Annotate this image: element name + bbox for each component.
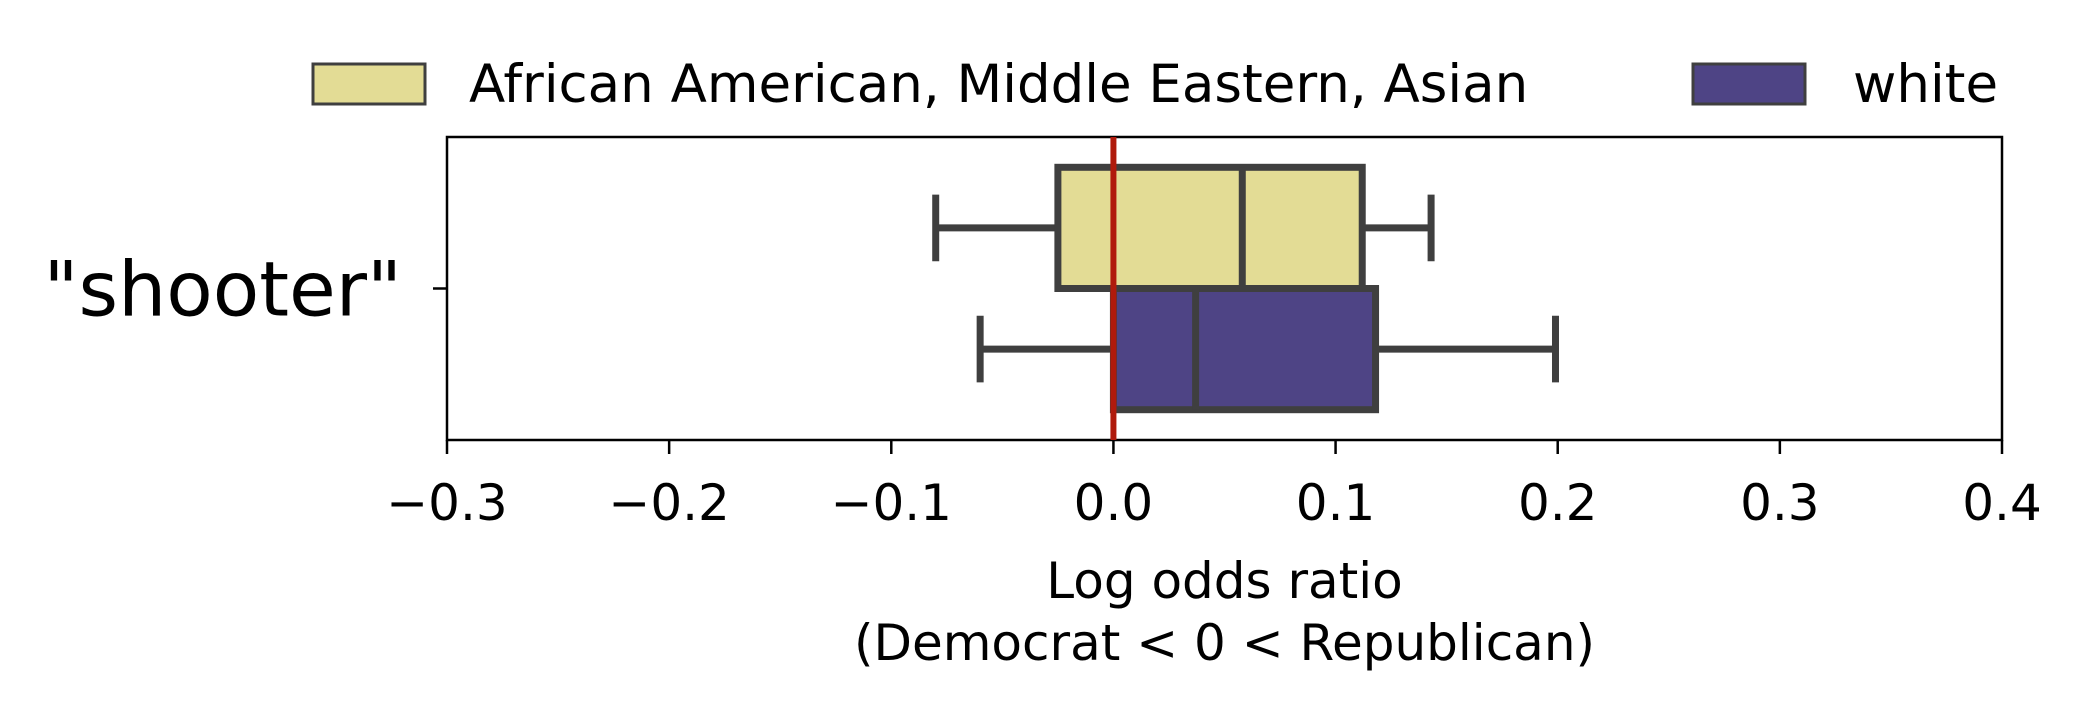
x-tick-label: 0.4 [1962,474,2042,532]
x-tick-label: −0.2 [608,474,729,532]
boxes [932,163,1559,414]
x-tick-label: −0.1 [831,474,952,532]
box-white [976,285,1559,414]
legend: African American, Middle Eastern, Asian w… [311,54,1998,115]
box-aa-me-asian [932,163,1435,292]
x-axis-label: Log odds ratio [1046,552,1403,610]
y-axis: "shooter" [44,245,447,334]
legend-swatch [1691,62,1807,106]
legend-label: African American, Middle Eastern, Asian [469,54,1528,115]
x-tick-label: −0.3 [386,474,507,532]
x-tick-label: 0.1 [1296,474,1376,532]
y-tick-label: "shooter" [44,245,402,334]
box-iqr [1109,285,1380,414]
x-tick-label: 0.3 [1740,474,1820,532]
legend-swatch [311,62,427,106]
x-tick-label: 0.0 [1074,474,1154,532]
x-axis: −0.3 −0.2 −0.1 0.0 0.1 0.2 0.3 0.4 [386,440,2042,532]
box-iqr [1054,163,1366,292]
x-tick-label: 0.2 [1518,474,1598,532]
legend-label: white [1853,54,1998,115]
x-axis-label-line2: (Democrat < 0 < Republican) [854,614,1595,672]
